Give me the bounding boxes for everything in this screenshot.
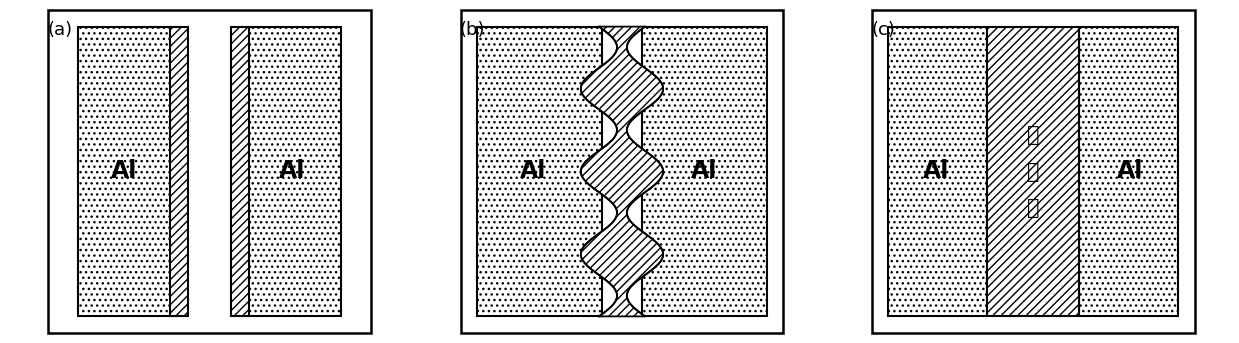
Bar <box>78 27 176 316</box>
Text: (c): (c) <box>871 21 896 39</box>
Bar <box>477 27 602 316</box>
Bar <box>888 27 987 316</box>
Bar <box>642 27 767 316</box>
Bar <box>230 27 249 316</box>
Bar <box>170 27 188 316</box>
Bar <box>987 27 1079 316</box>
Text: Al: Al <box>110 159 138 184</box>
Text: 层: 层 <box>1027 198 1040 218</box>
Bar <box>243 27 341 316</box>
Text: Al: Al <box>691 159 717 184</box>
Text: 化: 化 <box>1027 162 1040 181</box>
Text: (a): (a) <box>47 21 72 39</box>
Text: Al: Al <box>923 159 949 184</box>
Text: (b): (b) <box>460 21 484 39</box>
Polygon shape <box>581 27 663 316</box>
Text: Al: Al <box>1118 159 1144 184</box>
Text: Al: Al <box>279 159 305 184</box>
Text: 氧: 氧 <box>1027 125 1040 145</box>
Text: Al: Al <box>520 159 546 184</box>
Bar <box>1079 27 1178 316</box>
